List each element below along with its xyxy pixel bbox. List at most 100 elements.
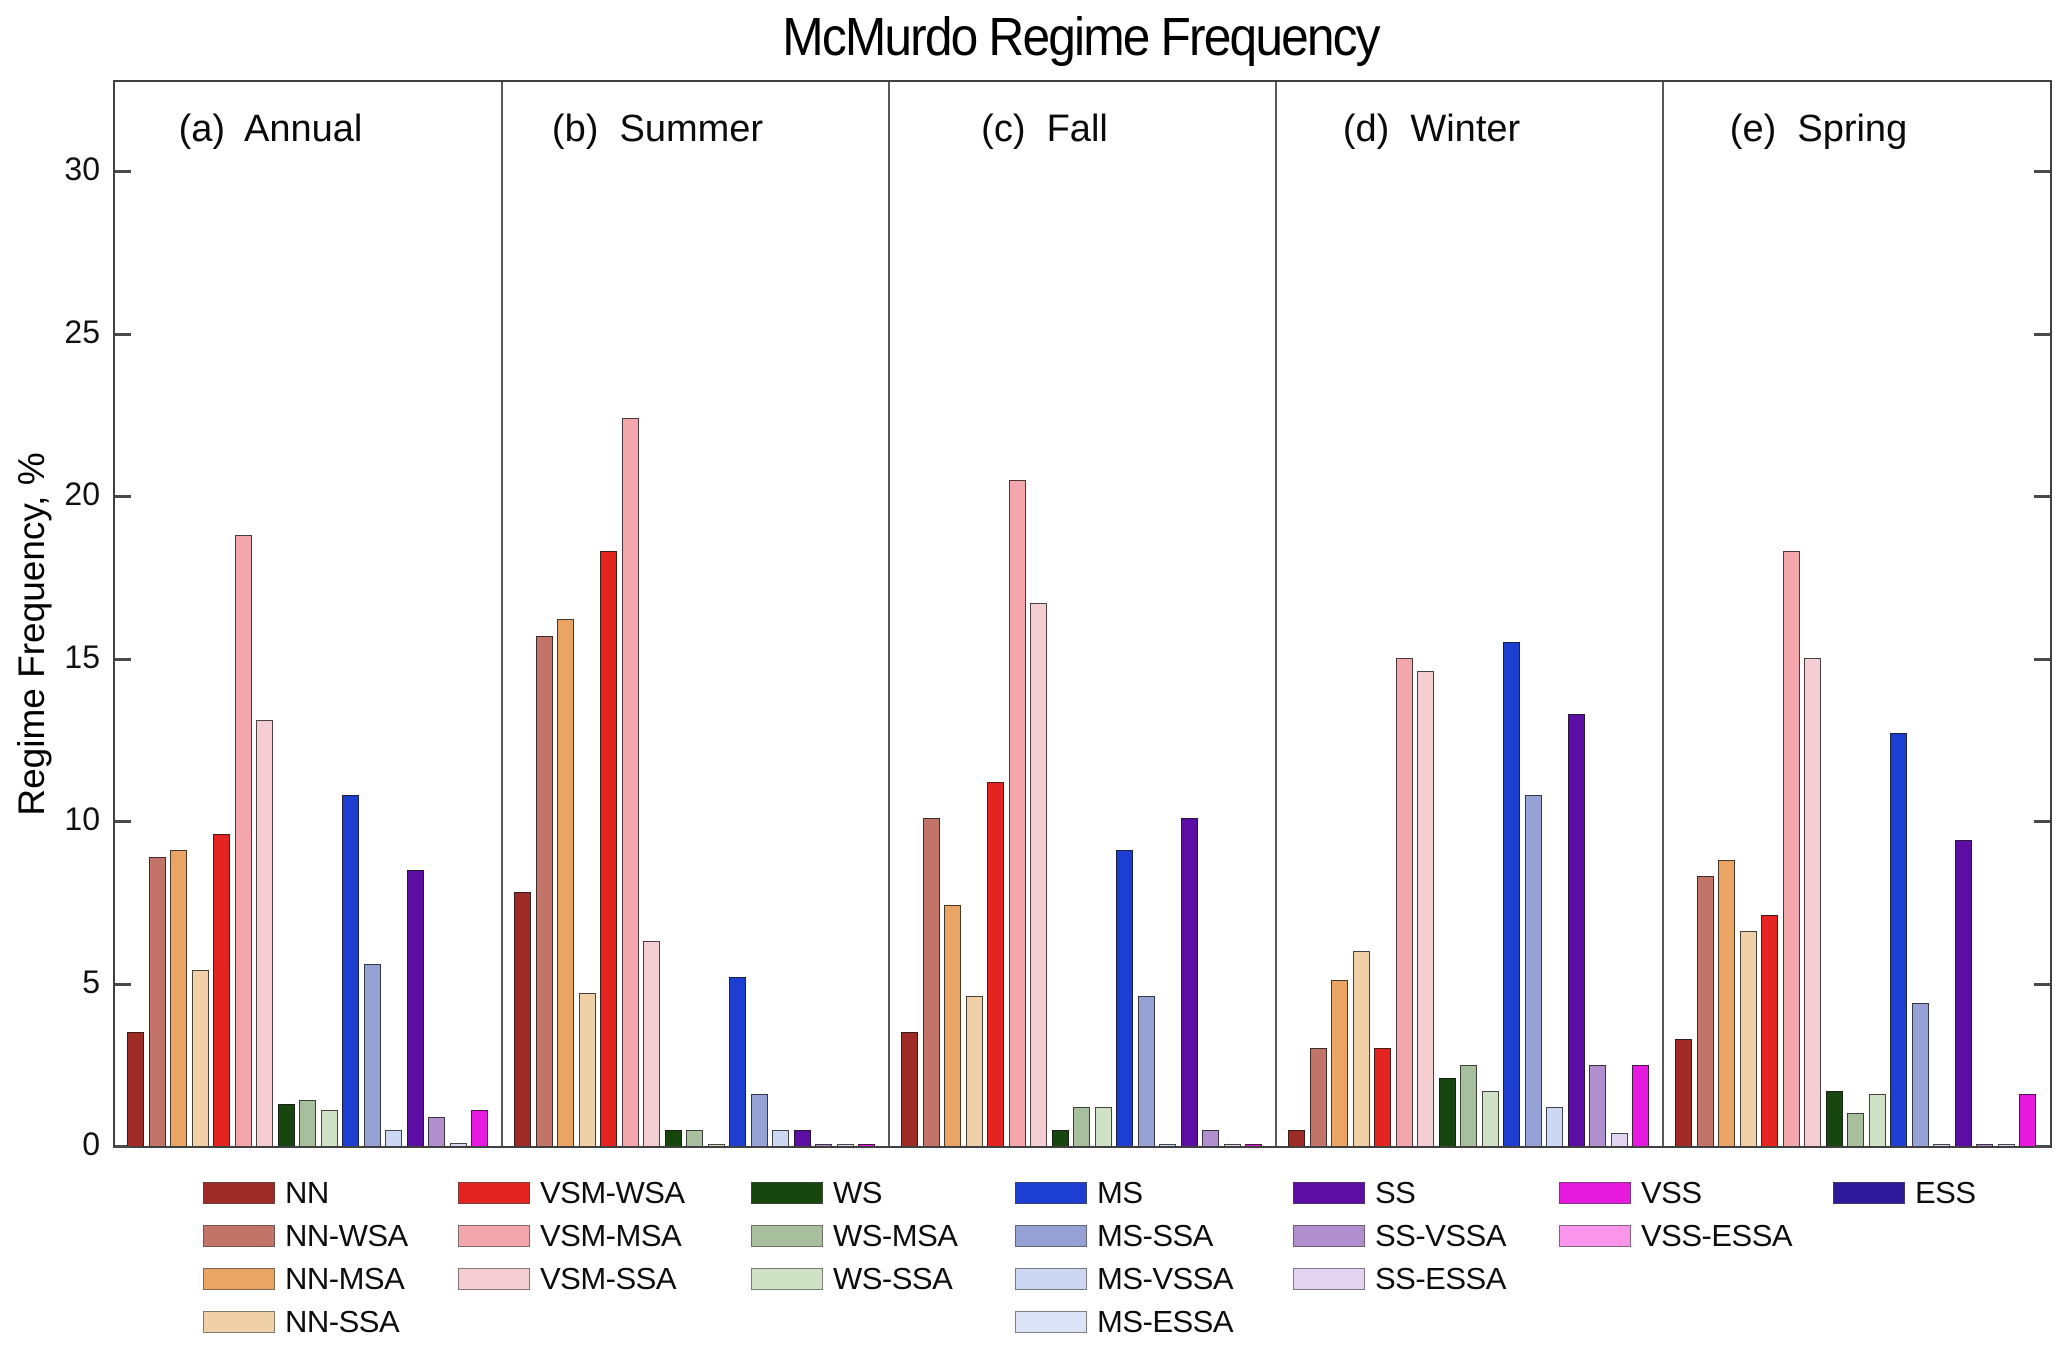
y-tick-label: 30 [64, 151, 100, 187]
y-tick-mark-right [2034, 1145, 2050, 1148]
bar-d-WS-MSA [1460, 1065, 1477, 1146]
bar-b-SS [794, 1130, 811, 1146]
bar-c-VSS [1245, 1144, 1262, 1146]
bar-e-SS [1955, 840, 1972, 1146]
y-tick-mark-right [2034, 658, 2050, 661]
legend-swatch-WS [751, 1182, 823, 1204]
legend-swatch-NN-MSA [203, 1268, 275, 1290]
bar-d-WS [1439, 1078, 1456, 1146]
legend-swatch-ESS [1833, 1182, 1905, 1204]
legend-swatch-NN-SSA [203, 1311, 275, 1333]
bar-b-NN-WSA [536, 636, 553, 1146]
legend-swatch-WS-MSA [751, 1225, 823, 1247]
bar-d-SS [1568, 714, 1585, 1146]
bar-b-MS-SSA [751, 1094, 768, 1146]
bar-a-VSM-SSA [256, 720, 273, 1146]
y-tick-mark-left [115, 658, 131, 661]
panel-divider [888, 82, 890, 1146]
bar-b-WS-MSA [686, 1130, 703, 1146]
bar-c-VSM-WSA [987, 782, 1004, 1146]
y-tick-label: 10 [64, 801, 100, 837]
legend-label-SS: SS [1375, 1175, 1416, 1210]
bar-a-NN-MSA [170, 850, 187, 1146]
bar-e-SS-ESSA [1998, 1144, 2015, 1146]
bar-c-SS-ESSA [1224, 1144, 1241, 1146]
bar-c-VSM-SSA [1030, 603, 1047, 1146]
legend-label-SS-VSSA: SS-VSSA [1375, 1218, 1506, 1253]
plot-area: (a) Annual (b) Summer (c) Fall (d) Winter (e… [113, 80, 2052, 1148]
panel-divider [501, 82, 503, 1146]
legend-swatch-WS-SSA [751, 1268, 823, 1290]
bar-c-SS-VSSA [1202, 1130, 1219, 1146]
legend-label-WS: WS [833, 1175, 882, 1210]
bar-b-NN-SSA [579, 993, 596, 1146]
legend-swatch-VSS [1559, 1182, 1631, 1204]
legend-swatch-NN-WSA [203, 1225, 275, 1247]
legend-swatch-NN [203, 1182, 275, 1204]
legend-label-MS-SSA: MS-SSA [1097, 1218, 1213, 1253]
bar-e-WS [1826, 1091, 1843, 1146]
legend-label-SS-ESSA: SS-ESSA [1375, 1261, 1506, 1296]
bar-c-VSM-MSA [1009, 480, 1026, 1146]
legend-swatch-MS-VSSA [1015, 1268, 1087, 1290]
legend-label-VSM-WSA: VSM-WSA [540, 1175, 685, 1210]
bar-a-NN-SSA [192, 970, 209, 1146]
bar-b-VSM-SSA [643, 941, 660, 1146]
bar-d-VSM-WSA [1374, 1048, 1391, 1146]
bar-a-MS-SSA [364, 964, 381, 1146]
y-tick-mark-left [115, 333, 131, 336]
bar-b-MS-VSSA [772, 1130, 789, 1146]
bar-a-SS [407, 870, 424, 1146]
legend-swatch-SS-ESSA [1293, 1268, 1365, 1290]
bar-c-MS-SSA [1138, 996, 1155, 1146]
legend-label-MS: MS [1097, 1175, 1143, 1210]
legend-swatch-SS-VSSA [1293, 1225, 1365, 1247]
bar-c-MS [1116, 850, 1133, 1146]
legend-swatch-MS-SSA [1015, 1225, 1087, 1247]
y-tick-label: 25 [64, 314, 100, 350]
bar-e-VSM-MSA [1783, 551, 1800, 1146]
bar-d-NN-MSA [1331, 980, 1348, 1146]
bar-d-NN-WSA [1310, 1048, 1327, 1146]
legend-label-ESS: ESS [1915, 1175, 1976, 1210]
y-tick-mark-right [2034, 333, 2050, 336]
bar-e-NN-MSA [1718, 860, 1735, 1146]
bar-e-WS-SSA [1869, 1094, 1886, 1146]
chart-title: McMurdo Regime Frequency [782, 7, 1380, 67]
bar-c-WS-SSA [1095, 1107, 1112, 1146]
bar-c-MS-VSSA [1159, 1144, 1176, 1146]
legend-label-NN: NN [285, 1175, 329, 1210]
y-tick-mark-left [115, 983, 131, 986]
legend-swatch-VSM-WSA [458, 1182, 530, 1204]
legend-label-NN-WSA: NN-WSA [285, 1218, 408, 1253]
bar-d-SS-ESSA [1611, 1133, 1628, 1146]
y-tick-label: 15 [64, 639, 100, 675]
bar-e-NN-SSA [1740, 931, 1757, 1146]
legend-swatch-VSM-SSA [458, 1268, 530, 1290]
y-tick-label: 5 [82, 964, 100, 1000]
legend-label-WS-SSA: WS-SSA [833, 1261, 953, 1296]
y-tick-mark-left [115, 1145, 131, 1148]
bar-a-NN-WSA [149, 857, 166, 1146]
panel-label-c: (c) Fall [981, 108, 1108, 150]
legend-label-VSM-MSA: VSM-MSA [540, 1218, 682, 1253]
bar-a-VSM-WSA [213, 834, 230, 1146]
y-tick-mark-left [115, 495, 131, 498]
bar-b-NN-MSA [557, 619, 574, 1146]
bar-d-MS-VSSA [1546, 1107, 1563, 1146]
legend-label-WS-MSA: WS-MSA [833, 1218, 958, 1253]
y-tick-mark-left [115, 820, 131, 823]
bar-a-WS-MSA [299, 1100, 316, 1146]
legend-label-NN-MSA: NN-MSA [285, 1261, 405, 1296]
bar-d-VSS [1632, 1065, 1649, 1146]
bar-d-WS-SSA [1482, 1091, 1499, 1146]
bar-d-SS-VSSA [1589, 1065, 1606, 1146]
panel-divider [1662, 82, 1664, 1146]
panel-label-e: (e) Spring [1729, 108, 1908, 150]
bar-a-SS-VSSA [428, 1117, 445, 1146]
bar-d-MS [1503, 642, 1520, 1146]
bar-b-WS [665, 1130, 682, 1146]
bar-d-MS-SSA [1525, 795, 1542, 1146]
y-tick-mark-right [2034, 495, 2050, 498]
